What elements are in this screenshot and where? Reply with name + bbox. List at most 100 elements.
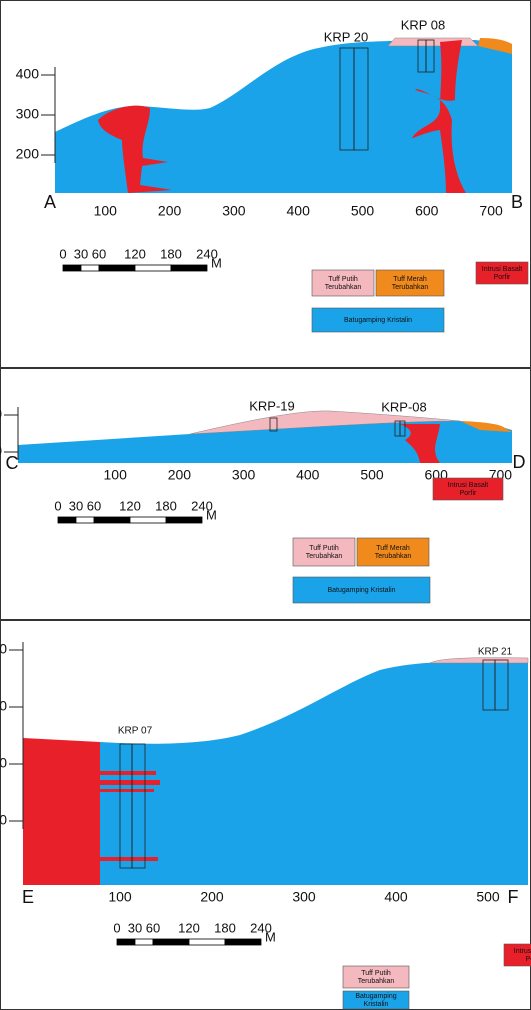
- scale-segment: [135, 939, 153, 945]
- section-start: E: [22, 887, 34, 907]
- legend-label: Intrusi Basalt: [448, 482, 489, 489]
- legend-label: Terubahkan: [375, 553, 412, 560]
- legend-label: Intrusi Basalt: [482, 266, 523, 273]
- scale-segment: [166, 517, 202, 523]
- legend-label: Tuff Putih: [328, 276, 358, 283]
- basalt-intrusion: [23, 738, 100, 885]
- basalt-sill: [100, 857, 158, 861]
- scale-label: 0: [59, 246, 66, 261]
- legend-label: Tuff Putih: [361, 970, 391, 977]
- x-tick-label: 700: [479, 203, 503, 219]
- white-tuff: [430, 658, 528, 663]
- scale-segment: [76, 517, 94, 523]
- y-tick-label: 400: [16, 66, 40, 82]
- x-tick-label: 500: [360, 467, 384, 483]
- scale-segment: [58, 517, 76, 523]
- section-start: A: [44, 192, 56, 212]
- legend-label: Porfir: [460, 490, 477, 497]
- legend-label: Terubahkan: [325, 284, 362, 291]
- legend-label: Kristalin: [364, 1001, 389, 1008]
- scale-label: 0: [113, 920, 120, 935]
- x-tick-label: 400: [296, 467, 320, 483]
- scale-label: 0: [54, 498, 61, 513]
- scale-unit: M: [211, 255, 222, 270]
- cross-sections: KRP 20 KRP 08 KRP-19 KRP-08 KRP 07 KRP 2…: [0, 0, 531, 1010]
- scale-label: 180: [155, 498, 177, 513]
- legend-label: Terubahkan: [392, 284, 429, 291]
- scale-unit: M: [206, 507, 217, 522]
- legend-label: Tuff Merah: [376, 545, 410, 552]
- y-tick-label: 400: [0, 698, 7, 714]
- scale-unit: M: [265, 929, 276, 944]
- scale-segment: [99, 265, 135, 271]
- scale-label: 120: [119, 498, 141, 513]
- x-tick-label: 400: [287, 203, 311, 219]
- well-label: KRP 07: [118, 726, 153, 737]
- well-label: KRP 08: [401, 17, 446, 32]
- scale-label: 180: [160, 246, 182, 261]
- y-tick-label: 300: [16, 106, 40, 122]
- basalt-sill: [100, 780, 160, 785]
- white-tuff: [388, 38, 478, 46]
- well-label: KRP-08: [381, 399, 427, 414]
- x-tick-label: 100: [104, 467, 128, 483]
- scale-segment: [153, 939, 189, 945]
- section-end: F: [508, 887, 519, 907]
- scale-segment: [225, 939, 261, 945]
- x-tick-label: 200: [168, 467, 192, 483]
- legend-label: Batugamping Kristalin: [344, 317, 412, 324]
- scale-segment: [94, 517, 130, 523]
- scale-label: 120: [124, 246, 146, 261]
- scale-segment: [81, 265, 99, 271]
- basalt-sill: [100, 771, 156, 775]
- x-tick-label: 400: [384, 889, 408, 905]
- x-tick-label: 200: [158, 203, 182, 219]
- well-label: KRP 21: [478, 647, 513, 658]
- scale-segment: [130, 517, 166, 523]
- scale-label: 60: [146, 920, 160, 935]
- x-tick-label: 300: [292, 889, 316, 905]
- legend-label: Batugamping Kristalin: [327, 587, 395, 594]
- scale-label: 180: [214, 920, 236, 935]
- x-tick-label: 500: [351, 203, 375, 219]
- x-tick-label: 300: [222, 203, 246, 219]
- x-tick-label: 100: [94, 203, 118, 219]
- scale-label: 30: [69, 498, 83, 513]
- y-tick-label: 370: [0, 443, 2, 459]
- legend-label: Batugamping: [355, 993, 396, 1000]
- scale-segment: [171, 265, 207, 271]
- scale-label: 60: [87, 498, 101, 513]
- scale-label: 60: [92, 246, 106, 261]
- legend-label: Porfir: [494, 274, 511, 281]
- y-tick-label: 470: [0, 406, 2, 422]
- limestone: [100, 660, 528, 885]
- y-tick-label: 500: [0, 641, 7, 657]
- legend-label: Tuff Putih: [309, 545, 339, 552]
- y-tick-label: 300: [0, 755, 7, 771]
- x-tick-label: 500: [476, 889, 500, 905]
- scale-label: 120: [178, 920, 200, 935]
- section-end: D: [513, 452, 526, 472]
- legend-label: Terubahkan: [358, 978, 395, 985]
- y-tick-label: 200: [16, 146, 40, 162]
- well-label: KRP-19: [249, 398, 295, 413]
- well-label: KRP 20: [324, 29, 369, 44]
- section-start: C: [6, 453, 19, 473]
- scale-segment: [189, 939, 225, 945]
- x-tick-label: 100: [108, 889, 132, 905]
- scale-segment: [117, 939, 135, 945]
- basalt-sill: [100, 789, 154, 792]
- x-tick-label: 300: [232, 467, 256, 483]
- section-end: B: [511, 192, 523, 212]
- scale-label: 30: [74, 246, 88, 261]
- legend-label: Tuff Merah: [393, 276, 427, 283]
- scale-segment: [63, 265, 81, 271]
- y-tick-label: 200: [0, 812, 7, 828]
- scale-segment: [135, 265, 171, 271]
- x-tick-label: 600: [415, 203, 439, 219]
- scale-label: 30: [128, 920, 142, 935]
- legend-label: Terubahkan: [306, 553, 343, 560]
- legend-label: Intrusi Basalt: [514, 948, 531, 955]
- x-tick-label: 200: [200, 889, 224, 905]
- legend-label: Porfir: [526, 956, 531, 963]
